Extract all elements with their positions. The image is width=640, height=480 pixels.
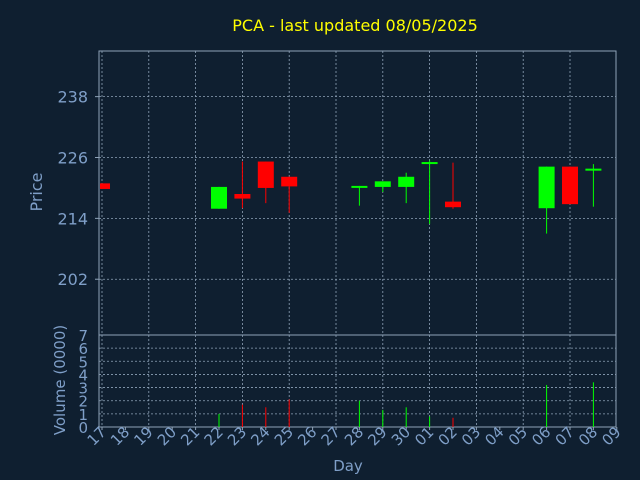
candle [281,176,298,213]
candle [421,160,438,224]
candle [398,172,415,204]
candle-body [445,201,461,208]
candle-body [585,168,602,171]
candle-body [398,176,415,187]
volume-panel-frame [98,334,617,428]
candle [211,186,227,209]
price-tick-label: 214 [57,209,88,228]
candle [538,166,555,234]
price-axis: 238 226 214 202 [57,88,99,289]
candle-body [562,166,578,205]
candle-body [421,162,438,165]
candle-body [281,176,298,187]
candle [445,162,461,209]
candle [585,164,602,207]
price-tick-label: 226 [57,149,88,168]
candle [234,161,251,209]
candle-body [374,181,391,187]
volume-tick-label: 4 [78,366,88,384]
volume-tick-label: 5 [78,353,88,371]
price-tick-label: 202 [57,270,88,289]
candle-body [257,161,274,188]
candle-body [211,186,227,209]
volume-tick-label: 1 [78,406,88,424]
volume-series [218,382,594,427]
volume-axis-label: Volume (0000) [51,325,69,435]
x-axis: 1718192021222324252627282930010203040506… [84,423,625,449]
candle [257,161,274,204]
candle-body [100,183,110,189]
candle-body [351,185,368,188]
candle [100,183,110,189]
volume-tick-label: 6 [78,340,88,358]
volume-tick-label: 3 [78,380,88,398]
candle-body [234,194,251,199]
price-axis-label: Price [27,172,46,211]
candle [562,166,578,205]
volume-tick-label: 0 [78,419,88,437]
x-axis-label: Day [333,457,363,475]
chart-title: PCA - last updated 08/05/2025 [232,16,478,35]
candle [351,185,368,206]
candle [374,181,391,192]
volume-tick-label: 2 [78,393,88,411]
candle-body [538,166,555,209]
price-tick-label: 238 [57,88,88,107]
volume-tick-label: 7 [78,327,88,345]
candlestick-series [100,160,602,234]
